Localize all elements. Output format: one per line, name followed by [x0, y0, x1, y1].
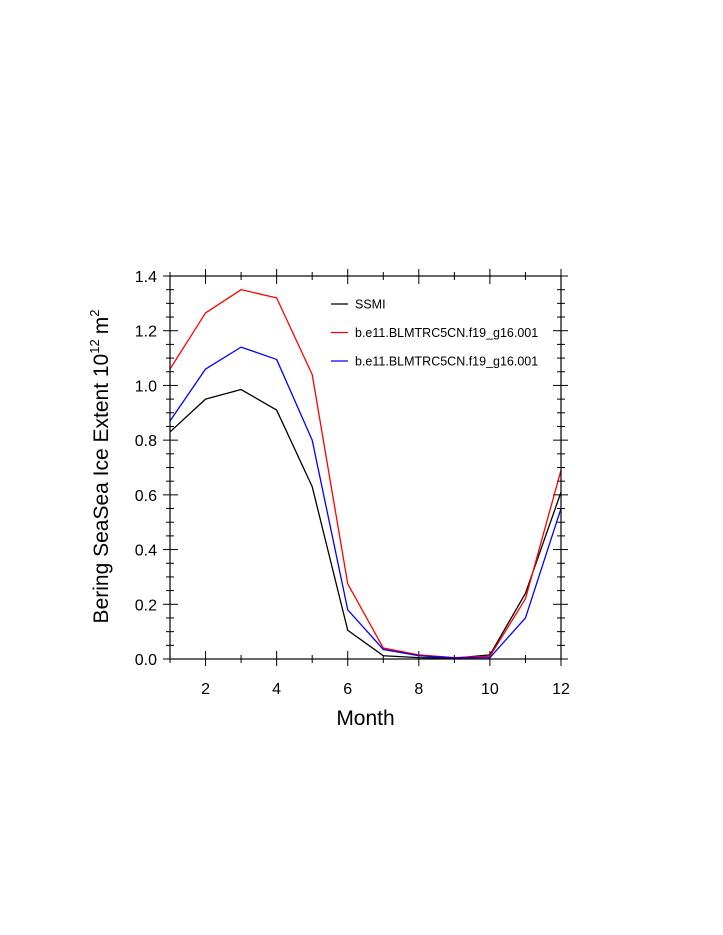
legend-label: b.e11.BLMTRC5CN.f19_g16.001	[355, 355, 538, 369]
y-tick-label: 0.0	[135, 652, 157, 669]
y-tick-label: 0.8	[135, 433, 157, 450]
series-line-3	[169, 346, 562, 659]
y-axis-title-main: Bering SeaSea Ice Extent 10	[90, 354, 113, 624]
y-tick-label: 1.0	[135, 378, 157, 395]
y-axis-title-exponent: 12	[87, 339, 102, 353]
y-axis-title-unit: m	[90, 317, 113, 335]
y-tick-label: 1.2	[135, 324, 157, 341]
x-tick-label: 6	[343, 681, 352, 698]
y-tick-label: 1.4	[135, 269, 157, 286]
y-axis-title-unit-exponent: 2	[87, 310, 102, 317]
x-tick-label: 10	[481, 681, 499, 698]
y-tick-label: 0.4	[135, 543, 157, 560]
y-axis-title: Bering SeaSea Ice Extent 1012 m2	[87, 310, 113, 624]
series-line-1	[169, 388, 562, 659]
legend: SSMI b.e11.BLMTRC5CN.f19_g16.001 b.e11.BLM…	[331, 298, 538, 369]
labels-layer: 2 4 6 8 10 12 0.0 0.2 0.4 0.6 0.8 1.0 1.2 1.4	[135, 269, 570, 698]
legend-label: SSMI	[355, 298, 386, 312]
x-tick-label: 12	[552, 681, 570, 698]
x-tick-label: 8	[414, 681, 423, 698]
y-tick-label: 0.6	[135, 488, 157, 505]
x-tick-label: 2	[201, 681, 210, 698]
x-tick-label: 4	[272, 681, 281, 698]
legend-label: b.e11.BLMTRC5CN.f19_g16.001	[355, 326, 538, 340]
series-layer	[169, 289, 562, 659]
y-tick-label: 0.2	[135, 597, 157, 614]
plot-frame	[169, 275, 562, 660]
x-axis-title: Month	[336, 707, 394, 730]
series-line-2	[169, 289, 562, 659]
